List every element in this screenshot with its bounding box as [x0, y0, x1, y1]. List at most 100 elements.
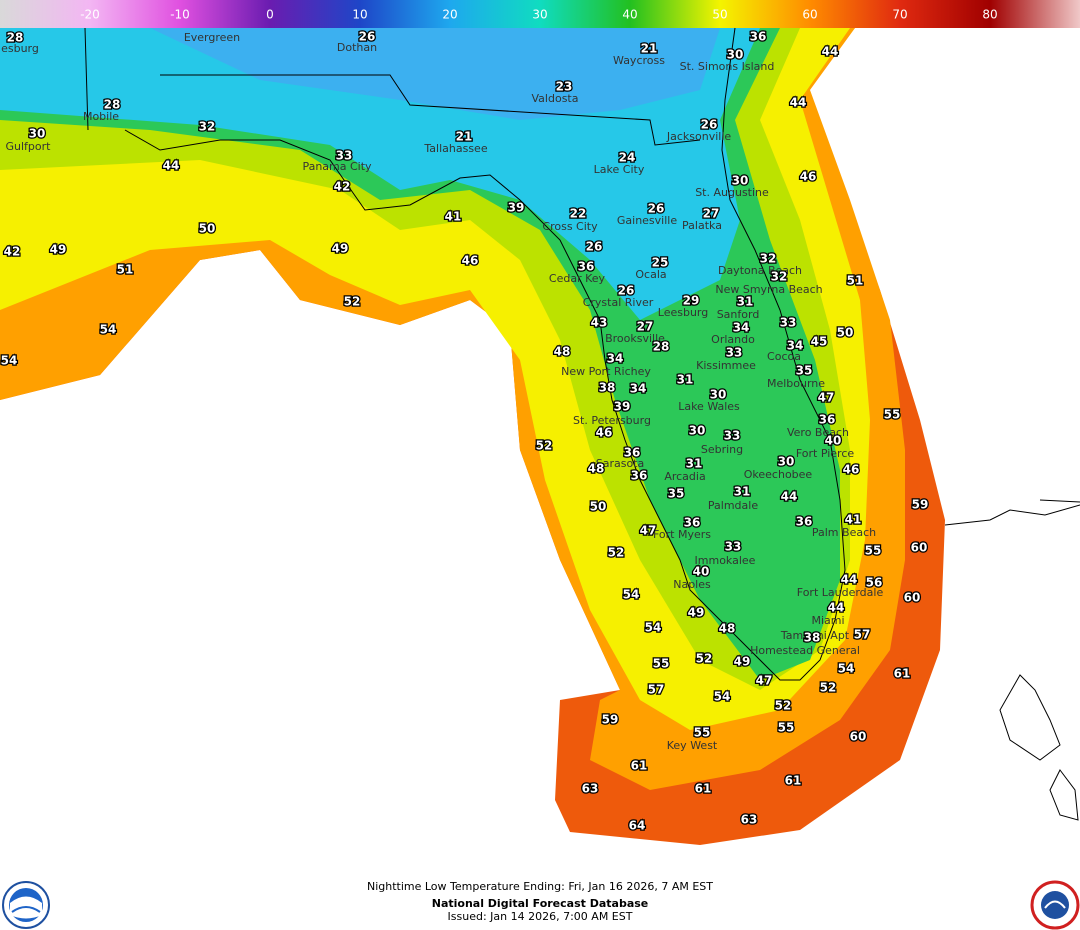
colorbar [0, 0, 1080, 28]
temperature-label: 61 [695, 782, 712, 796]
city-label: Sanford [717, 308, 760, 321]
footer-source: National Digital Forecast Database [432, 897, 649, 910]
temperature-label: 50 [837, 326, 854, 340]
temperature-label: 36 [750, 30, 767, 44]
city-label: Palmdale [708, 499, 758, 512]
city-label: Gulfport [6, 140, 52, 153]
temperature-field [0, 28, 945, 845]
temperature-label: 55 [884, 408, 901, 422]
temperature-label: 30 [727, 48, 744, 62]
temperature-label: 36 [684, 516, 701, 530]
city-label: Evergreen [184, 31, 240, 44]
temperature-label: 59 [912, 498, 929, 512]
city-label: Sarasota [596, 457, 645, 470]
temperature-label: 49 [734, 655, 751, 669]
temperature-label: 30 [29, 127, 46, 141]
city-label: Tallahassee [423, 142, 487, 155]
temperature-label: 61 [785, 774, 802, 788]
city-label: Lake Wales [678, 400, 740, 413]
temperature-label: 30 [778, 455, 795, 469]
temperature-label: 34 [787, 339, 804, 353]
temperature-label: 44 [841, 573, 858, 587]
temperature-label: 57 [854, 628, 871, 642]
temperature-label: 60 [850, 730, 867, 744]
temperature-label: 52 [696, 652, 713, 666]
city-label: Mobile [83, 110, 119, 123]
temperature-label: 34 [733, 321, 750, 335]
temperature-label: 57 [648, 683, 665, 697]
temperature-label: 26 [359, 30, 376, 44]
temperature-label: 51 [117, 263, 134, 277]
temperature-label: 49 [688, 606, 705, 620]
colorbar-tick-label: 60 [802, 8, 817, 22]
temperature-label: 31 [737, 295, 754, 309]
temperature-label: 50 [199, 222, 216, 236]
temperature-label: 30 [689, 424, 706, 438]
colorbar-tick-label: -20 [80, 8, 100, 22]
temperature-label: 44 [822, 45, 839, 59]
boundaries [84, 27, 1080, 821]
city-label: Cedar Key [549, 272, 606, 285]
temperature-label: 36 [624, 446, 641, 460]
city-label: Kissimmee [696, 359, 756, 372]
temperature-label: 43 [591, 316, 608, 330]
city-label: Vero Beach [787, 426, 849, 439]
city-label: Brooksville [605, 332, 665, 345]
temperature-label: 29 [683, 294, 700, 308]
temperature-label: 34 [607, 352, 624, 366]
city-label: Fort Lauderdale [797, 586, 884, 599]
temperature-label: 28 [104, 98, 121, 112]
city-label: Waycross [613, 54, 665, 67]
colorbar-tick-label: 40 [622, 8, 637, 22]
temperature-label: 24 [619, 151, 636, 165]
temperature-label: 42 [4, 245, 21, 259]
temperature-label: 54 [100, 323, 117, 337]
noaa-logo [2, 881, 50, 929]
temperature-label: 52 [536, 439, 553, 453]
temperature-label: 26 [701, 118, 718, 132]
temperature-label: 35 [668, 487, 685, 501]
city-label: Cross City [542, 220, 598, 233]
temperature-label: 32 [760, 252, 777, 266]
temperature-label: 31 [686, 457, 703, 471]
city-label: Arcadia [664, 470, 705, 483]
temperature-label: 54 [838, 662, 855, 676]
temperature-label: 33 [724, 429, 741, 443]
city-label: Ocala [635, 268, 666, 281]
temperature-label: 30 [710, 388, 727, 402]
temperature-label: 54 [623, 588, 640, 602]
temperature-label: 32 [199, 120, 216, 134]
colorbar-tick-label: 20 [442, 8, 457, 22]
temperature-label: 61 [894, 667, 911, 681]
temperature-label: 32 [771, 270, 788, 284]
colorbar-tick-label: 10 [352, 8, 367, 22]
city-label: Okeechobee [744, 468, 813, 481]
footer-title: Nighttime Low Temperature Ending: Fri, J… [367, 880, 713, 893]
temperature-label: 31 [734, 485, 751, 499]
temperature-label: 44 [828, 601, 845, 615]
temperature-label: 49 [332, 242, 349, 256]
temperature-label: 60 [911, 541, 928, 555]
city-label: New Smyrna Beach [715, 283, 822, 296]
city-label: Fort Myers [653, 528, 711, 541]
city-label: St. Augustine [695, 186, 769, 199]
temperature-label: 54 [714, 690, 731, 704]
temperature-label: 30 [732, 174, 749, 188]
temperature-label: 50 [590, 500, 607, 514]
temperature-label: 31 [677, 373, 694, 387]
temperature-label: 21 [456, 130, 473, 144]
temperature-label: 55 [653, 657, 670, 671]
colorbar-tick-label: 30 [532, 8, 547, 22]
temperature-label: 40 [825, 434, 842, 448]
temperature-label: 33 [780, 316, 797, 330]
temperature-label: 39 [508, 201, 525, 215]
temperature-label: 52 [344, 295, 361, 309]
city-label: Immokalee [695, 554, 756, 567]
city-label: Dothan [337, 41, 377, 54]
temperature-label: 38 [804, 631, 821, 645]
temperature-label: 36 [578, 260, 595, 274]
temperature-label: 36 [631, 469, 648, 483]
city-label: Jacksonville [666, 130, 732, 143]
temperature-label: 48 [554, 345, 571, 359]
